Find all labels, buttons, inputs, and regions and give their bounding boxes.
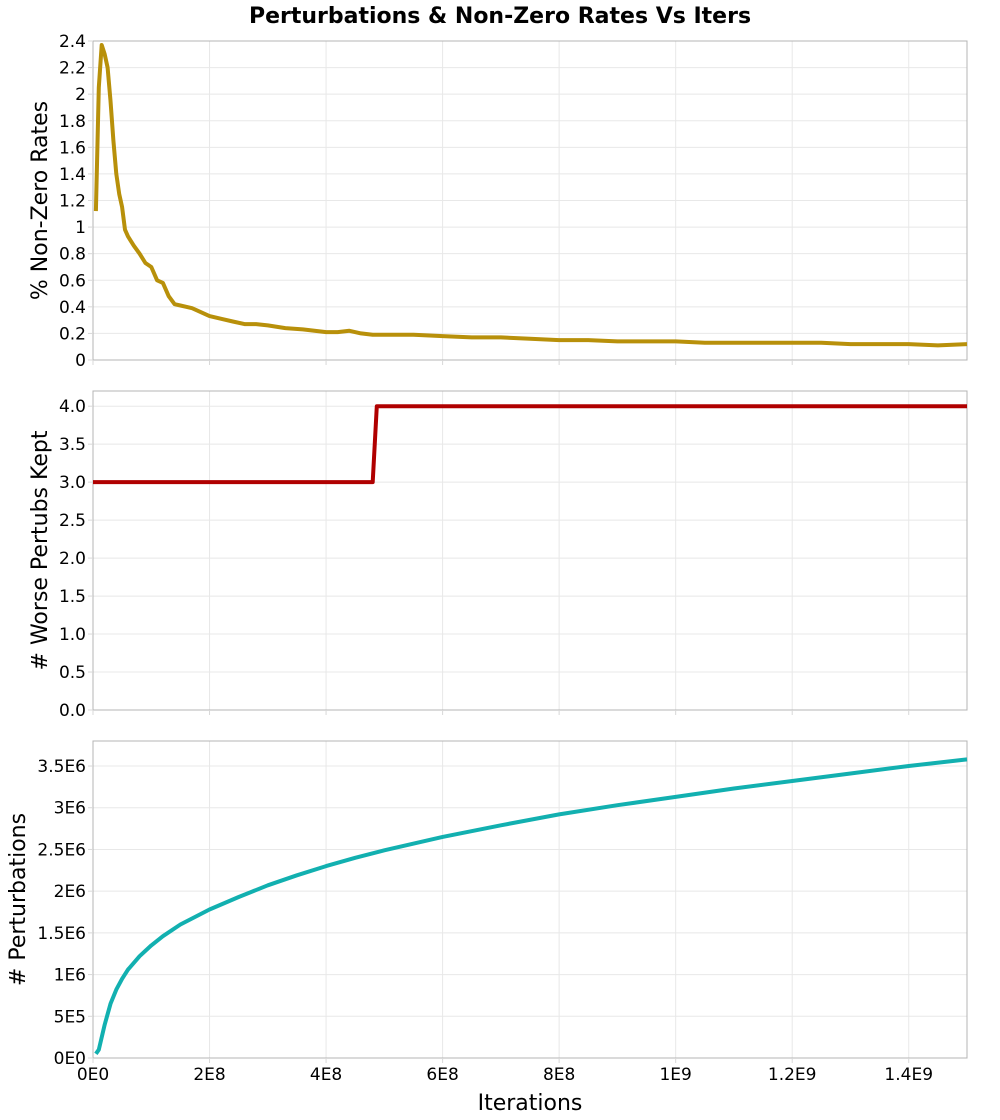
y-tick-label: 2 bbox=[75, 85, 86, 105]
y-tick-label: 3.5E6 bbox=[37, 757, 86, 777]
y-tick-label: 0E0 bbox=[54, 1049, 86, 1069]
y-tick-label: 3E6 bbox=[54, 799, 86, 819]
y-axis-title: # Perturbations bbox=[6, 813, 31, 986]
x-tick-label: 8E8 bbox=[543, 1065, 575, 1085]
plot-frame bbox=[92, 740, 968, 1059]
y-axis-title: # Worse Pertubs Kept bbox=[28, 430, 53, 670]
y-tick-label: 0 bbox=[75, 351, 86, 371]
y-tick-label: 5E5 bbox=[54, 1007, 86, 1027]
subplot-2: 0.0 0.5 1.0 1.5 2.0 2.5 3.0 3.5 4.0 # Worse Pertu… bbox=[28, 390, 968, 721]
y-tick-label: 0.4 bbox=[59, 298, 86, 318]
plot-frame bbox=[92, 390, 968, 711]
subplot-1: 0 0.2 0.4 0.6 0.8 1 1.2 1.4 1.6 1.8 2 2.2 2.4 % Non-Z… bbox=[28, 32, 968, 371]
y-tick-label: 0.0 bbox=[59, 701, 86, 721]
series-line bbox=[94, 757, 968, 1055]
y-axis-title: % Non-Zero Rates bbox=[28, 101, 53, 300]
x-tick-label: 2E8 bbox=[193, 1065, 225, 1085]
y-tick-label: 1.6 bbox=[59, 138, 86, 158]
y-tick-label: 2.5 bbox=[59, 511, 86, 531]
y-tick-label: 1.2 bbox=[59, 192, 86, 212]
x-axis-title: Iterations bbox=[478, 1091, 583, 1116]
x-tick-label: 6E8 bbox=[426, 1065, 458, 1085]
subplot-3: 0E0 5E5 1E6 1.5E6 2E6 2.5E6 3E6 3.5E6 0E0 2E8 4E8 6… bbox=[6, 740, 968, 1085]
series-line bbox=[93, 404, 967, 485]
y-tick-label: 4.0 bbox=[59, 397, 86, 417]
y-tick-label: 0.5 bbox=[59, 663, 86, 683]
y-tick-label: 1.5 bbox=[59, 587, 86, 607]
figure-title: Perturbations & Non-Zero Rates Vs Iters bbox=[249, 4, 751, 29]
y-tick-label: 3.5 bbox=[59, 435, 86, 455]
subplots: 0 0.2 0.4 0.6 0.8 1 1.2 1.4 1.6 1.8 2 2.2 2.4 % Non-Z… bbox=[6, 32, 968, 1085]
y-tick-label: 1.5E6 bbox=[37, 924, 86, 944]
y-tick-label: 0.8 bbox=[59, 245, 86, 265]
series-line bbox=[93, 43, 968, 348]
y-tick-label: 0.6 bbox=[59, 271, 86, 291]
x-tick-label: 1.4E9 bbox=[884, 1065, 933, 1085]
x-tick-label: 4E8 bbox=[310, 1065, 342, 1085]
y-tick-label: 1.4 bbox=[59, 165, 86, 185]
y-tick-label: 1E6 bbox=[54, 966, 86, 986]
y-tick-label: 2E6 bbox=[54, 882, 86, 902]
y-tick-label: 3.0 bbox=[59, 473, 86, 493]
y-tick-label: 2.2 bbox=[59, 59, 86, 79]
y-tick-label: 2.5E6 bbox=[37, 840, 86, 860]
y-tick-label: 1 bbox=[75, 218, 86, 238]
x-tick-label: 1.2E9 bbox=[768, 1065, 817, 1085]
y-tick-label: 2.0 bbox=[59, 549, 86, 569]
y-tick-label: 2.4 bbox=[59, 32, 86, 52]
y-tick-label: 1.8 bbox=[59, 112, 86, 132]
x-tick-label: 1E9 bbox=[659, 1065, 691, 1085]
y-tick-label: 1.0 bbox=[59, 625, 86, 645]
x-tick-label: 0E0 bbox=[77, 1065, 109, 1085]
y-tick-label: 0.2 bbox=[59, 324, 86, 344]
